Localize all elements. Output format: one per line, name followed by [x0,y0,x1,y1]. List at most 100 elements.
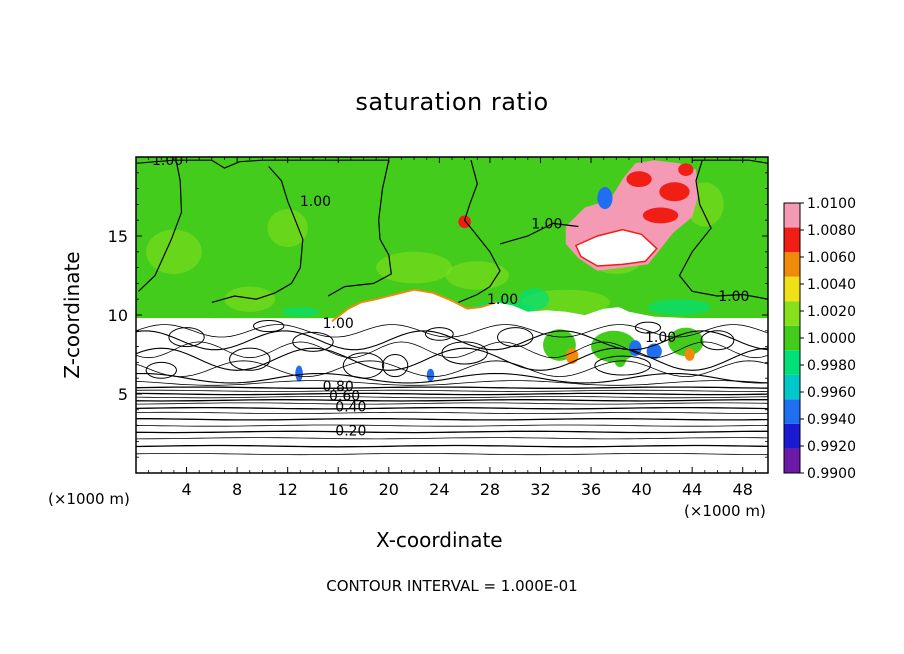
colorbar-swatch [784,227,800,253]
y-axis-label: Z-coordinate [60,251,84,379]
colorbar: 0.9900 0.9920 0.9940 0.9960 0.9980 1.0000 1.00… [783,196,856,482]
shading-patch [376,251,452,284]
colorbar-label: 0.9900 [807,466,856,482]
colorbar-swatch [784,301,800,326]
contour-line [136,392,768,396]
contour-line [136,430,768,434]
x-tick-label: 32 [530,480,550,499]
contour-line [136,437,768,440]
contour-cell [253,320,285,333]
shading-patch [267,209,308,248]
shading-patch [668,327,704,357]
shading-patch [647,299,712,315]
shading-patch [445,261,509,290]
colorbar-label: 0.9980 [807,358,856,374]
contour-interval-text: CONTOUR INTERVAL = 1.000E-01 [326,577,578,595]
x-tick-label: 48 [733,480,753,499]
x-tick-label: 16 [328,480,348,499]
contour-cell [594,355,651,376]
contour-cell [441,341,488,365]
low-value-patch [646,343,662,360]
contour-label: 1.00 [718,289,749,305]
contour-line [136,399,768,402]
contour-line [136,159,263,169]
colorbar-swatch [784,252,800,277]
colorbar-swatch [784,399,800,424]
contour-line [136,396,768,399]
colorbar-swatch [784,203,800,228]
contour-line [136,386,768,389]
low-value-patch [597,187,613,210]
y-tick-label: 10 [108,306,128,325]
colorbar-swatch [784,276,800,302]
contour-line [136,380,768,386]
colorbar-label: 1.0040 [807,277,856,293]
x-unit-label-left: (×1000 m) [48,490,130,508]
contour-line [136,453,768,456]
x-tick-label: 40 [631,480,651,499]
contour-label: 1.00 [531,216,562,232]
contour-label: 0.80 [323,379,354,395]
contour-line [136,411,768,414]
high-value-patch [565,348,579,364]
edge-contour [331,288,497,323]
colorbar-swatch [784,374,800,400]
contour-line [136,341,768,359]
x-tick-label: 44 [682,480,702,499]
contour-line [211,166,304,303]
contour-cell [168,327,205,348]
high-value-patch [684,348,695,361]
colorbar-label: 1.0020 [807,304,856,320]
colorbar-label: 0.9960 [807,385,856,401]
contour-line [136,389,768,392]
contour-cell [145,361,177,379]
contour-line [692,159,768,164]
contour-line [136,360,768,378]
colorbar-label: 0.9940 [807,412,856,428]
shading-patch [613,348,627,368]
x-tick-label: 12 [278,480,298,499]
contour-cell [229,347,271,371]
contour-cell [497,327,534,348]
high-value-patch [659,182,690,202]
colorbar-label: 1.0100 [807,196,856,212]
x-axis-label: X-coordinate [376,528,503,552]
x-tick-label: 36 [581,480,601,499]
contour-cell [634,321,662,334]
x-tick-label: 28 [480,480,500,499]
contour-line [327,160,392,297]
contour-line [136,444,768,448]
contour-cell [700,330,735,351]
colorbar-swatch [784,350,800,375]
contour-line [136,402,768,405]
x-tick-label: 24 [429,480,449,499]
chart-title: saturation ratio [355,88,549,116]
colorbar-label: 0.9920 [807,439,856,455]
contour-cell [292,331,334,352]
high-value-patch [642,207,679,224]
contour-cell [424,327,454,341]
colorbar-label: 1.0080 [807,223,856,239]
colorbar-label: 1.0060 [807,250,856,266]
contour-label: 1.00 [323,316,354,332]
low-value-patch [426,368,435,382]
contour-line [458,160,501,303]
contour-label: 1.00 [152,153,183,169]
contour-line [136,330,768,351]
contour-line [678,160,768,300]
contour-line [136,372,768,384]
low-value-patch [628,340,642,357]
shading-patch [146,229,202,274]
shading-patch [224,286,276,312]
contour-line [136,424,768,427]
y-tick-label: 5 [118,385,128,404]
colorbar-swatch [784,448,800,473]
white-core-patch [574,228,658,267]
plot-area: 1.00 1.00 1.00 1.00 1.00 1.00 1.00 0.800.600.40… [135,153,769,474]
x-tick-label: 8 [232,480,242,499]
low-value-patch [295,365,303,382]
contour-label: 0.20 [335,423,366,439]
contour-line [499,222,579,245]
